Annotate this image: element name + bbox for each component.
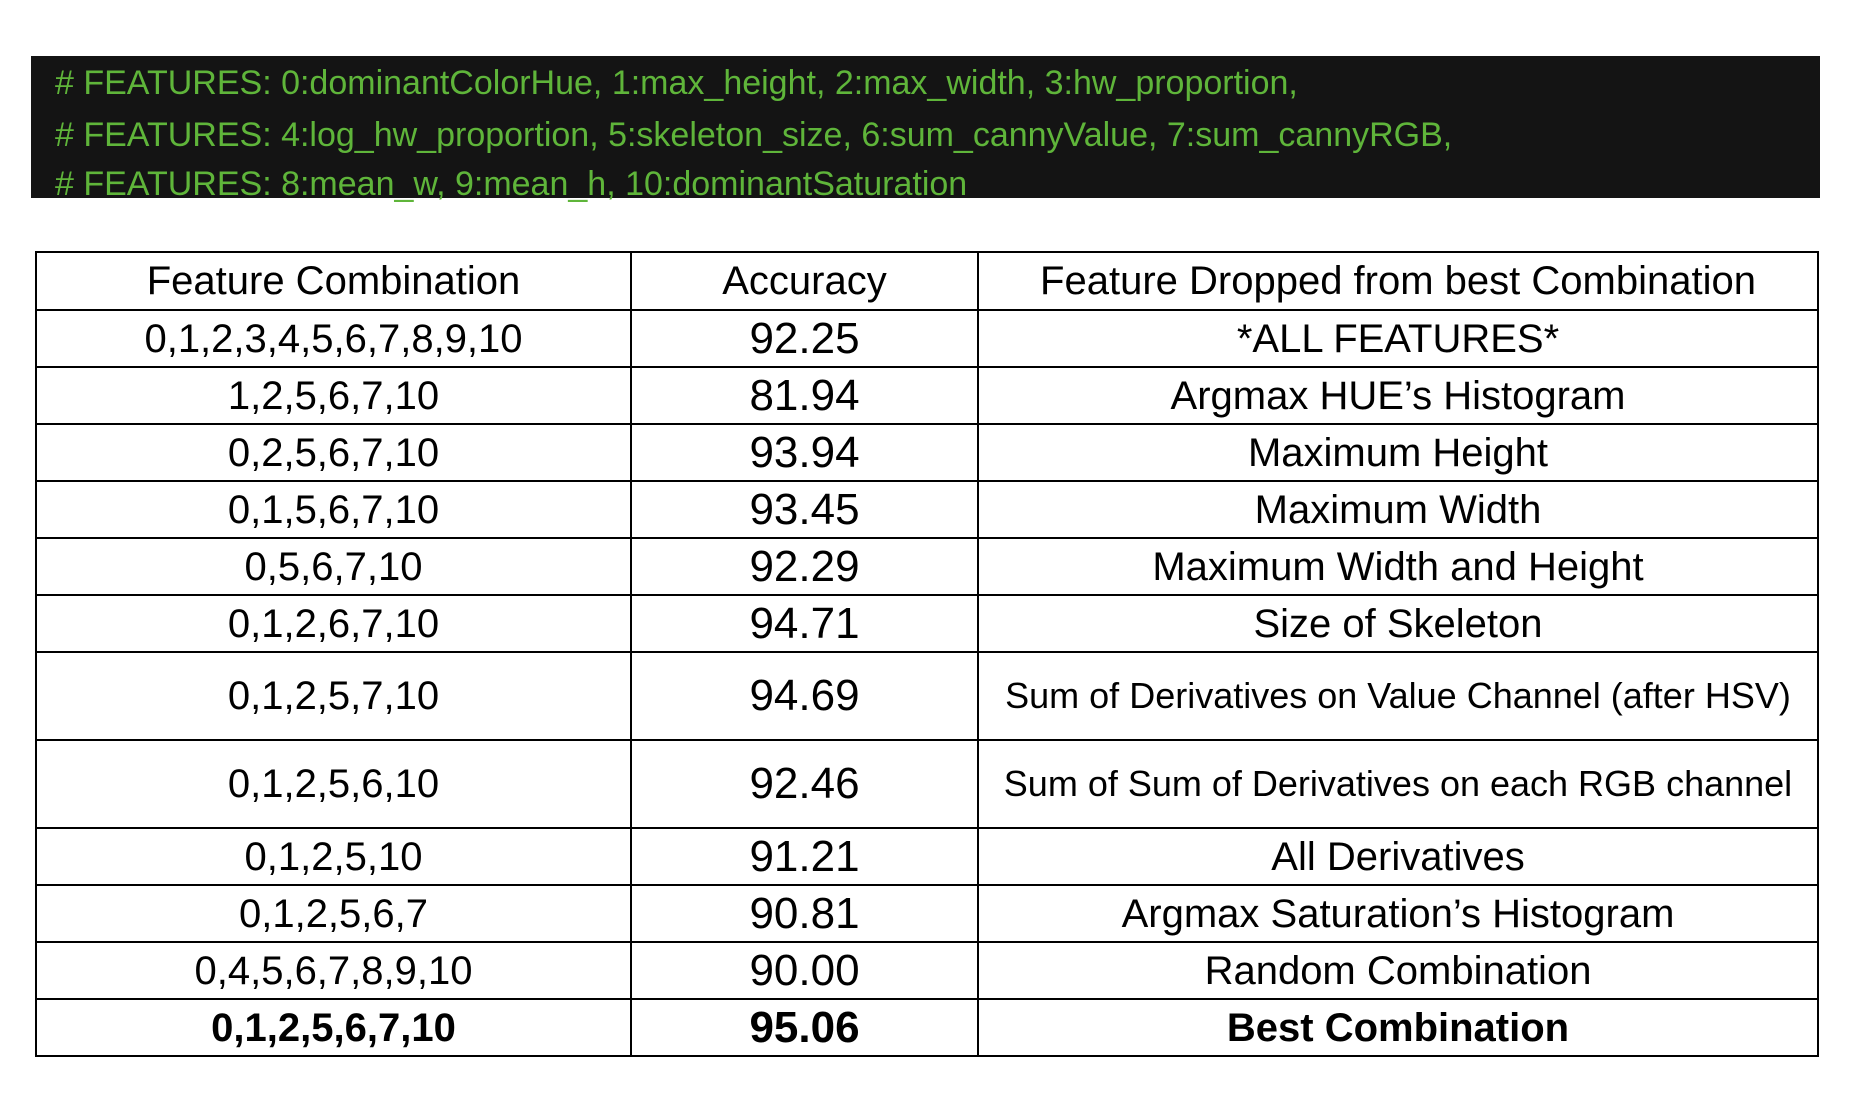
dropped-cell: Maximum Width and Height [977,537,1819,596]
accuracy-cell: 92.29 [630,537,979,596]
accuracy-cell: 90.00 [630,941,979,1000]
combination-cell: 0,2,5,6,7,10 [35,423,632,482]
accuracy-cell: 90.81 [630,884,979,943]
table-row: 0,4,5,6,7,8,9,10 90.00 Random Combinatio… [35,941,1819,1000]
dropped-cell: Maximum Width [977,480,1819,539]
dropped-cell: Sum of Sum of Derivatives on each RGB ch… [977,739,1819,829]
header-feature-combination: Feature Combination [35,251,632,311]
table-row: 0,1,2,5,6,7 90.81 Argmax Saturation’s Hi… [35,884,1819,943]
accuracy-cell: 92.46 [630,739,979,829]
combination-cell: 0,1,2,5,10 [35,827,632,886]
combination-cell: 1,2,5,6,7,10 [35,366,632,425]
best-combination-row: 0,1,2,5,6,7,10 95.06 Best Combination [35,998,1819,1057]
table-row: 0,5,6,7,10 92.29 Maximum Width and Heigh… [35,537,1819,596]
accuracy-cell: 94.71 [630,594,979,653]
combination-cell: 0,1,2,5,6,7,10 [35,998,632,1057]
table-row: 0,2,5,6,7,10 93.94 Maximum Height [35,423,1819,482]
combination-cell: 0,5,6,7,10 [35,537,632,596]
accuracy-cell: 93.45 [630,480,979,539]
header-feature-dropped: Feature Dropped from best Combination [977,251,1819,311]
header-accuracy: Accuracy [630,251,979,311]
accuracy-cell: 92.25 [630,309,979,368]
dropped-cell: Sum of Derivatives on Value Channel (aft… [977,651,1819,741]
combination-cell: 0,1,2,5,6,7 [35,884,632,943]
table-row: 0,1,2,5,6,10 92.46 Sum of Sum of Derivat… [35,739,1819,829]
features-line: # FEATURES: 4:log_hw_proportion, 5:skele… [55,116,1453,154]
dropped-cell: Random Combination [977,941,1819,1000]
dropped-cell: Size of Skeleton [977,594,1819,653]
dropped-cell: All Derivatives [977,827,1819,886]
combination-cell: 0,1,2,5,6,10 [35,739,632,829]
accuracy-cell: 91.21 [630,827,979,886]
table-row: 0,1,2,5,10 91.21 All Derivatives [35,827,1819,886]
combination-cell: 0,4,5,6,7,8,9,10 [35,941,632,1000]
combination-cell: 0,1,2,3,4,5,6,7,8,9,10 [35,309,632,368]
dropped-cell: Maximum Height [977,423,1819,482]
combination-cell: 0,1,5,6,7,10 [35,480,632,539]
table-row: 0,1,2,5,7,10 94.69 Sum of Derivatives on… [35,651,1819,741]
dropped-cell: *ALL FEATURES* [977,309,1819,368]
feature-accuracy-table: Feature Combination Accuracy Feature Dro… [35,251,1819,1057]
features-line: # FEATURES: 0:dominantColorHue, 1:max_he… [55,64,1298,102]
accuracy-cell: 94.69 [630,651,979,741]
combination-cell: 0,1,2,6,7,10 [35,594,632,653]
combination-cell: 0,1,2,5,7,10 [35,651,632,741]
accuracy-cell: 93.94 [630,423,979,482]
dropped-cell: Argmax Saturation’s Histogram [977,884,1819,943]
table-header-row: Feature Combination Accuracy Feature Dro… [35,251,1819,311]
table-row: 0,1,2,6,7,10 94.71 Size of Skeleton [35,594,1819,653]
features-code-block: # FEATURES: 0:dominantColorHue, 1:max_he… [31,56,1820,203]
table-row: 1,2,5,6,7,10 81.94 Argmax HUE’s Histogra… [35,366,1819,425]
accuracy-cell: 95.06 [630,998,979,1057]
accuracy-cell: 81.94 [630,366,979,425]
table-row: 0,1,2,3,4,5,6,7,8,9,10 92.25 *ALL FEATUR… [35,309,1819,368]
dropped-cell: Best Combination [977,998,1819,1057]
dropped-cell: Argmax HUE’s Histogram [977,366,1819,425]
table-row: 0,1,5,6,7,10 93.45 Maximum Width [35,480,1819,539]
features-line: # FEATURES: 8:mean_w, 9:mean_h, 10:domin… [55,165,968,203]
